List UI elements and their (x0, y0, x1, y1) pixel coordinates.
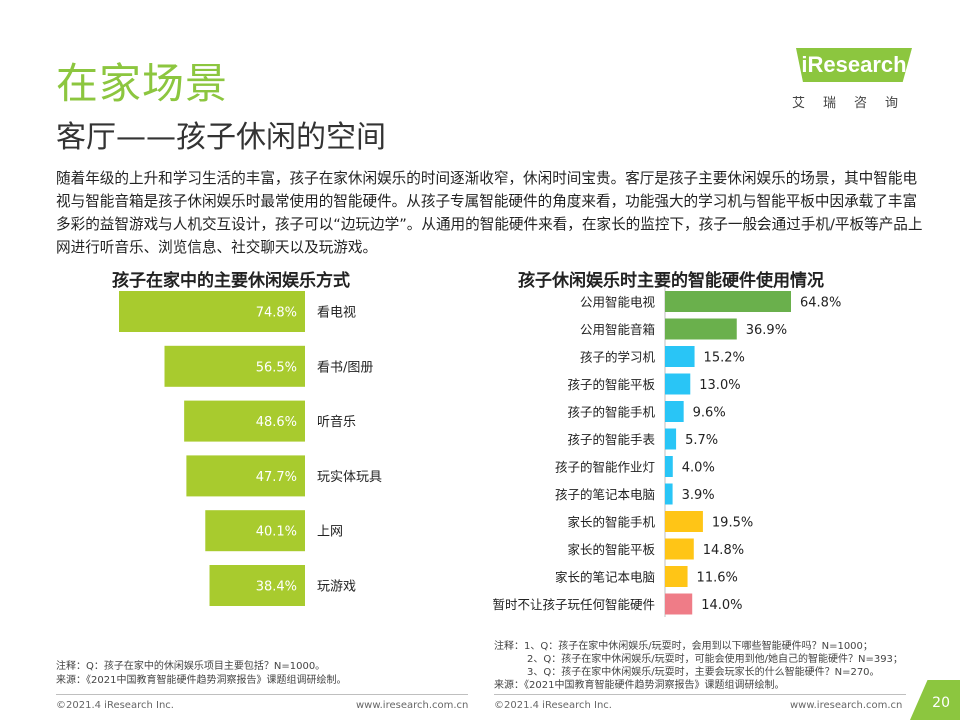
right-bar-value-7: 3.9% (682, 488, 715, 503)
left-bar-category-3: 玩实体玩具 (317, 470, 382, 485)
right-chart-source: 来源：《2021中国教育智能硬件趋势洞察报告》课题组调研绘制。 (494, 680, 785, 691)
right-bar-value-9: 14.8% (703, 543, 744, 558)
left-bar-value-4: 40.1% (256, 525, 297, 540)
right-bar-6 (665, 456, 673, 477)
iresearch-logo: iResearch 艾瑞咨询 (790, 46, 920, 116)
left-bar-value-2: 48.6% (256, 415, 297, 430)
right-chart-note-1: 注释：1、Q：孩子在家中休闲娱乐/玩耍时，会用到以下哪些智能硬件吗？N=1000… (494, 641, 873, 652)
right-bar-value-4: 9.6% (693, 406, 726, 421)
right-bar-value-3: 13.0% (699, 378, 740, 393)
footer-url-left: www.iresearch.com.cn (356, 700, 469, 711)
right-bar-category-2: 孩子的学习机 (580, 350, 656, 365)
right-bar-category-5: 孩子的智能手表 (567, 432, 655, 447)
right-bar-1 (665, 318, 737, 340)
right-bar-8 (665, 511, 703, 532)
left-bar-category-4: 上网 (317, 525, 343, 540)
right-chart-note-3: 3、Q：孩子在家中休闲娱乐/玩耍时，主要会玩家长的什么智能硬件？N=270。 (527, 667, 880, 678)
logo-badge (796, 48, 912, 82)
left-bar-value-5: 38.4% (256, 580, 297, 595)
right-bar-category-3: 孩子的智能平板 (567, 377, 655, 392)
left-bar-value-0: 74.8% (256, 306, 297, 321)
right-bar-value-5: 5.7% (685, 433, 718, 448)
right-bar-value-8: 19.5% (712, 516, 753, 531)
right-bar-0 (665, 291, 791, 312)
page-title: 在家场景 (56, 59, 229, 108)
left-bar-category-1: 看书/图册 (317, 359, 373, 375)
right-bar-category-10: 家长的笔记本电脑 (555, 570, 655, 585)
right-bar-category-1: 公用智能音箱 (580, 322, 655, 337)
right-bar-11 (665, 593, 693, 615)
left-bar-3 (186, 455, 305, 497)
right-bar-value-10: 11.6% (697, 571, 738, 586)
left-bar-2 (184, 400, 305, 442)
right-bar-4 (665, 401, 684, 422)
left-chart-source: 来源：《2021中国教育智能硬件趋势洞察报告》课题组调研绘制。 (56, 675, 347, 686)
right-bar-category-6: 孩子的智能作业灯 (555, 460, 655, 475)
right-chart-note-2: 2、Q：孩子在家中休闲娱乐/玩耍时，可能会使用到他/她自己的智能硬件？N=393… (527, 654, 903, 665)
footer-copyright-left: ©2021.4 iResearch Inc. (56, 700, 174, 711)
right-bar-9 (665, 538, 694, 560)
right-bar-category-8: 家长的智能手机 (567, 515, 655, 530)
left-bar-1 (164, 345, 305, 387)
left-bar-4 (205, 510, 305, 552)
right-bar-5 (665, 428, 677, 450)
right-bar-category-7: 孩子的笔记本电脑 (555, 487, 655, 502)
left-bar-5 (209, 565, 305, 606)
left-bar-category-0: 看电视 (317, 305, 356, 321)
right-bar-category-11: 暂时不让孩子玩任何智能硬件 (492, 597, 655, 612)
right-bar-10 (665, 566, 688, 587)
right-bar-value-1: 36.9% (746, 323, 787, 338)
right-bar-2 (665, 346, 695, 367)
left-bar-category-2: 听音乐 (317, 414, 356, 430)
left-chart-note: 注释：Q：孩子在家中的休闲娱乐项目主要包括？N=1000。 (56, 661, 326, 672)
left-chart-title: 孩子在家中的主要休闲娱乐方式 (112, 271, 350, 291)
footer-copyright-right: ©2021.4 iResearch Inc. (494, 700, 612, 711)
logo-chinese-name: 艾瑞咨询 (791, 96, 916, 111)
footer-url-right: www.iresearch.com.cn (790, 700, 903, 711)
left-bar-0 (119, 291, 305, 332)
right-chart-title: 孩子休闲娱乐时主要的智能硬件使用情况 (518, 271, 824, 291)
footer-divider-right (494, 694, 906, 695)
page-subtitle: 客厅——孩子休闲的空间 (56, 120, 386, 155)
left-bar-value-3: 47.7% (256, 470, 297, 485)
right-bar-7 (665, 483, 673, 505)
right-bar-category-0: 公用智能电视 (580, 295, 656, 310)
logo-text: iResearch (801, 52, 907, 77)
description-paragraph: 随着年级的上升和学习生活的丰富，孩子在家休闲娱乐的时间逐渐收窄，休闲时间宝贵。客… (56, 170, 923, 256)
right-bar-value-2: 15.2% (704, 351, 745, 366)
right-bar-value-11: 14.0% (701, 598, 742, 613)
right-bar-value-6: 4.0% (682, 461, 715, 476)
right-bar-category-9: 家长的智能平板 (567, 542, 655, 557)
right-bar-3 (665, 373, 691, 395)
left-bar-category-5: 玩游戏 (317, 580, 356, 595)
right-bar-category-4: 孩子的智能手机 (567, 405, 655, 420)
left-bar-value-1: 56.5% (256, 360, 297, 375)
footer-divider-left (56, 694, 468, 695)
right-bar-value-0: 64.8% (800, 296, 841, 311)
